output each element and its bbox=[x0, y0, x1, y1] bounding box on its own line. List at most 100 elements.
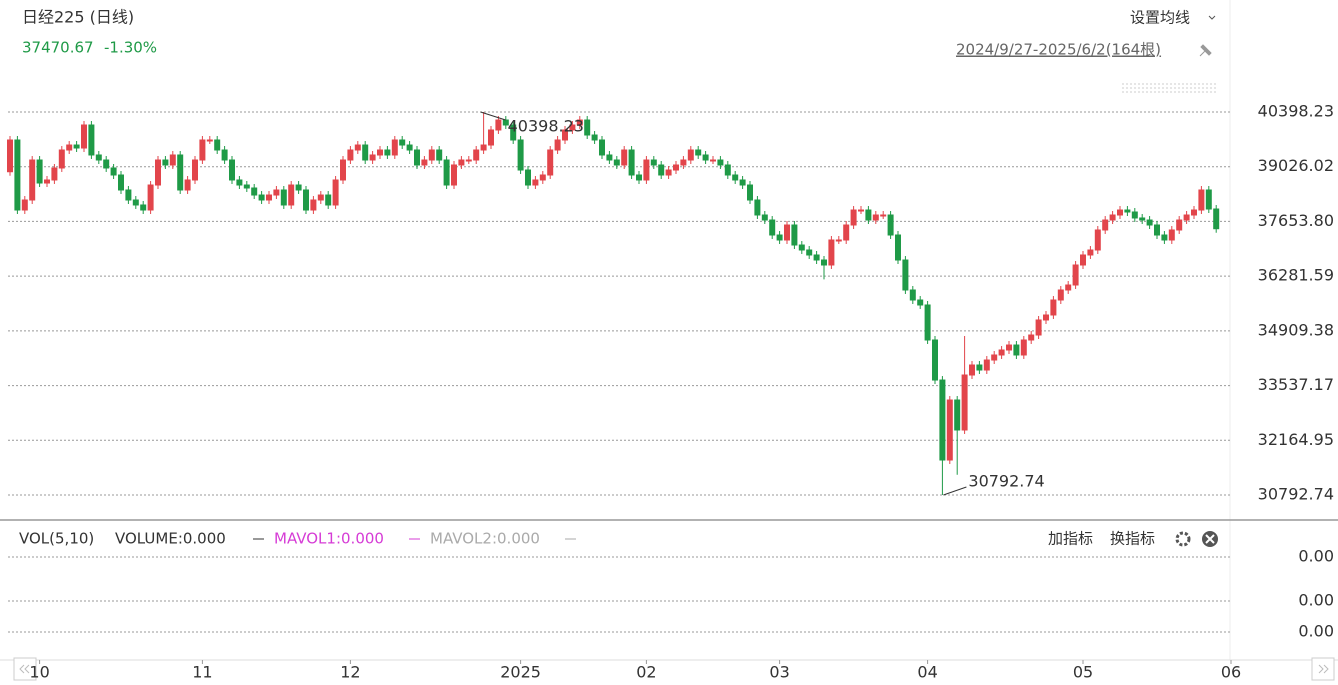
candle-body bbox=[66, 144, 73, 151]
candle-body bbox=[1072, 264, 1079, 286]
candle-body bbox=[1087, 249, 1094, 256]
candle-body bbox=[769, 219, 776, 236]
y-tick-label: 40398.23 bbox=[1258, 101, 1334, 120]
candle-body bbox=[902, 259, 909, 291]
y-tick-label: 32164.95 bbox=[1258, 430, 1334, 449]
candle-body bbox=[547, 149, 554, 176]
candle-body bbox=[665, 169, 672, 176]
mavol2: MAVOL2:0.000 bbox=[430, 530, 540, 548]
candle-body bbox=[872, 214, 879, 221]
candle-body bbox=[924, 304, 931, 341]
date-range[interactable]: 2024/9/27-2025/6/2(164根) bbox=[956, 41, 1161, 59]
x-tick-label: 2025 bbox=[500, 663, 541, 682]
candle-body bbox=[51, 167, 58, 181]
candle-body bbox=[73, 144, 80, 149]
candle-body bbox=[680, 159, 687, 166]
candle-body bbox=[147, 184, 154, 211]
candle-body bbox=[280, 189, 287, 206]
pin-icon[interactable] bbox=[1199, 44, 1212, 57]
candle-body bbox=[983, 359, 990, 371]
decoration bbox=[1122, 83, 1218, 93]
candle-body bbox=[724, 164, 731, 176]
candle-body bbox=[1154, 224, 1160, 236]
arrow bbox=[1318, 664, 1329, 674]
candle-body bbox=[1124, 209, 1131, 213]
candle-body bbox=[502, 119, 509, 126]
settings-icon[interactable] bbox=[1175, 531, 1191, 547]
price-change: -1.30% bbox=[104, 39, 157, 57]
candle-body bbox=[266, 194, 272, 201]
candle-body bbox=[451, 164, 457, 186]
candle-body bbox=[569, 124, 576, 131]
candle-body bbox=[206, 139, 213, 142]
candle-body bbox=[421, 159, 428, 166]
candle-body bbox=[695, 149, 702, 156]
candle-body bbox=[1198, 189, 1205, 211]
candle-body bbox=[650, 159, 657, 166]
candle-body bbox=[1043, 314, 1049, 321]
candle-body bbox=[584, 119, 591, 136]
candle-body bbox=[1035, 319, 1042, 336]
candle-body bbox=[754, 199, 761, 216]
candle-body bbox=[510, 124, 517, 141]
x-tick-label: 11 bbox=[192, 663, 212, 682]
candle-body bbox=[702, 154, 709, 161]
candle-body bbox=[354, 144, 361, 151]
candle-body bbox=[340, 159, 346, 181]
candle-body bbox=[717, 159, 724, 166]
add-indicator[interactable]: 加指标 bbox=[1048, 530, 1093, 548]
candle-body bbox=[998, 349, 1005, 356]
candle-body bbox=[488, 129, 494, 146]
candle-body bbox=[761, 214, 768, 221]
ma-button[interactable]: 设置均线 bbox=[1130, 9, 1190, 27]
candle-body bbox=[1146, 219, 1153, 226]
candle-body bbox=[806, 249, 813, 256]
candle-body bbox=[199, 139, 206, 161]
candle-body bbox=[184, 179, 191, 191]
candle-body bbox=[1168, 229, 1175, 241]
candle-body bbox=[525, 169, 531, 186]
candle-body bbox=[850, 209, 857, 226]
candle-body bbox=[1080, 254, 1086, 266]
candle-body bbox=[369, 154, 376, 161]
candle-body bbox=[865, 209, 872, 221]
candle-body bbox=[132, 199, 139, 206]
y-tick-label: 39026.02 bbox=[1258, 156, 1334, 175]
candle-body bbox=[599, 139, 605, 156]
candle-body bbox=[1191, 209, 1197, 216]
candle-body bbox=[310, 199, 317, 211]
candle-body bbox=[939, 379, 946, 461]
candle-body bbox=[562, 129, 568, 141]
candle-body bbox=[258, 194, 265, 201]
candle-body bbox=[1020, 339, 1027, 356]
switch-indicator[interactable]: 换指标 bbox=[1110, 530, 1155, 548]
candle-body bbox=[1094, 229, 1101, 251]
candle-body bbox=[591, 134, 598, 141]
candle-body bbox=[473, 149, 480, 161]
candle-body bbox=[961, 374, 968, 431]
candle-body bbox=[495, 119, 502, 131]
candle-body bbox=[835, 239, 842, 242]
candle-body bbox=[295, 184, 302, 191]
candle-body bbox=[288, 184, 295, 206]
candle-body bbox=[1139, 217, 1146, 221]
annotation-arrow bbox=[480, 111, 506, 121]
candle-body bbox=[140, 204, 147, 211]
candle-body bbox=[643, 159, 650, 181]
candle-body bbox=[443, 159, 450, 186]
candle-body bbox=[14, 139, 21, 211]
candle-body bbox=[273, 189, 280, 196]
y-tick-label: 34909.38 bbox=[1258, 320, 1334, 339]
candle-body bbox=[347, 149, 354, 161]
candle-body bbox=[628, 149, 635, 176]
candle-body bbox=[969, 364, 975, 376]
candle-body bbox=[1013, 344, 1020, 356]
candle-body bbox=[7, 139, 13, 173]
candle-body bbox=[732, 174, 739, 181]
candle-body bbox=[414, 149, 420, 166]
candle-body bbox=[125, 189, 132, 201]
candle-body bbox=[428, 149, 435, 161]
candle-body bbox=[532, 179, 539, 186]
